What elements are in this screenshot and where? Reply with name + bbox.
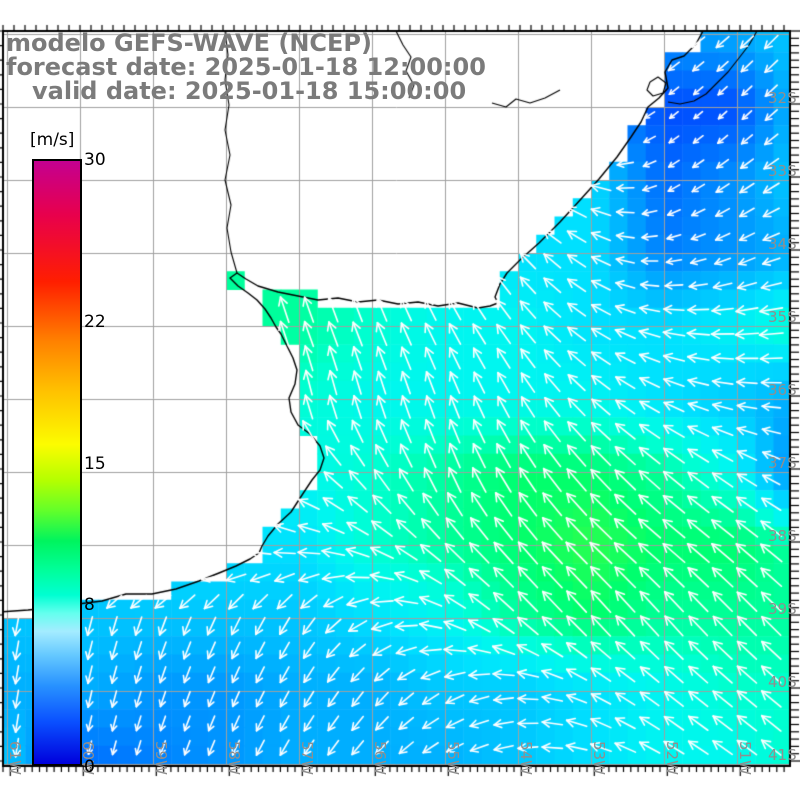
- colorbar-tick-22: 22: [84, 311, 106, 332]
- lat-label-32S: 32S: [768, 89, 797, 107]
- colorbar: [32, 159, 82, 766]
- lat-label-33S: 33S: [768, 162, 797, 180]
- colorbar-tick-0: 0: [84, 757, 95, 777]
- lon-label-58W: 58W: [225, 741, 243, 775]
- model-title: modelo GEFS-WAVE (NCEP): [6, 29, 372, 57]
- colorbar-tick-8: 8: [84, 595, 95, 616]
- lat-label-38S: 38S: [768, 527, 797, 545]
- lon-label-52W: 52W: [663, 741, 681, 775]
- lat-label-41S: 41S: [768, 746, 797, 764]
- colorbar-unit-label: [m/s]: [30, 130, 75, 150]
- lat-label-35S: 35S: [768, 308, 797, 326]
- lat-label-37S: 37S: [768, 454, 797, 472]
- lon-label-53W: 53W: [590, 741, 608, 775]
- colorbar-tick-30: 30: [84, 150, 106, 170]
- lon-label-55W: 55W: [444, 741, 462, 775]
- lat-label-39S: 39S: [768, 600, 797, 618]
- lon-label-56W: 56W: [371, 741, 389, 775]
- lon-label-57W: 57W: [298, 741, 316, 775]
- lon-label-59W: 59W: [152, 741, 170, 775]
- colorbar-tick-15: 15: [84, 453, 106, 474]
- valid-date-line: valid date: 2025-01-18 15:00:00: [32, 77, 467, 105]
- forecast-date-line: forecast date: 2025-01-18 12:00:00: [6, 53, 486, 81]
- lat-label-36S: 36S: [768, 381, 797, 399]
- lon-label-51W: 51W: [736, 741, 754, 775]
- lon-label-61W: 61W: [6, 741, 24, 775]
- lat-label-34S: 34S: [768, 235, 797, 253]
- lon-label-54W: 54W: [517, 741, 535, 775]
- lat-label-40S: 40S: [768, 673, 797, 691]
